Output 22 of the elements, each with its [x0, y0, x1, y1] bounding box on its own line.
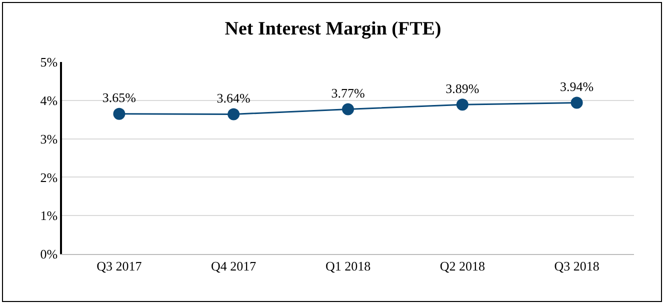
- x-tick-label: Q1 2018: [325, 258, 371, 274]
- x-tick-label: Q3 2018: [554, 258, 600, 274]
- data-label: 3.89%: [446, 80, 480, 96]
- point: [113, 108, 126, 120]
- point: [228, 108, 240, 120]
- x-tick-label: Q3 2017: [96, 258, 142, 274]
- y-tick-label: 5%: [40, 54, 58, 70]
- y-tick-label: 2%: [40, 170, 58, 185]
- point: [570, 96, 583, 109]
- point: [342, 103, 354, 116]
- x-tick-label: Q2 2018: [440, 258, 485, 274]
- data-label: 3.77%: [331, 85, 365, 100]
- data-label: 3.64%: [216, 90, 251, 106]
- chart-title: Net Interest Margin (FTE): [224, 18, 442, 40]
- y-tick-label: 0%: [40, 246, 58, 262]
- x-tick-label: Q4 2017: [211, 258, 257, 274]
- data-label: 3.65%: [102, 90, 136, 106]
- data-label: 3.94%: [560, 78, 594, 94]
- y-tick-label: 3%: [40, 131, 58, 146]
- y-tick-label: 4%: [40, 92, 58, 108]
- point: [456, 98, 468, 111]
- y-tick-label: 1%: [40, 208, 58, 224]
